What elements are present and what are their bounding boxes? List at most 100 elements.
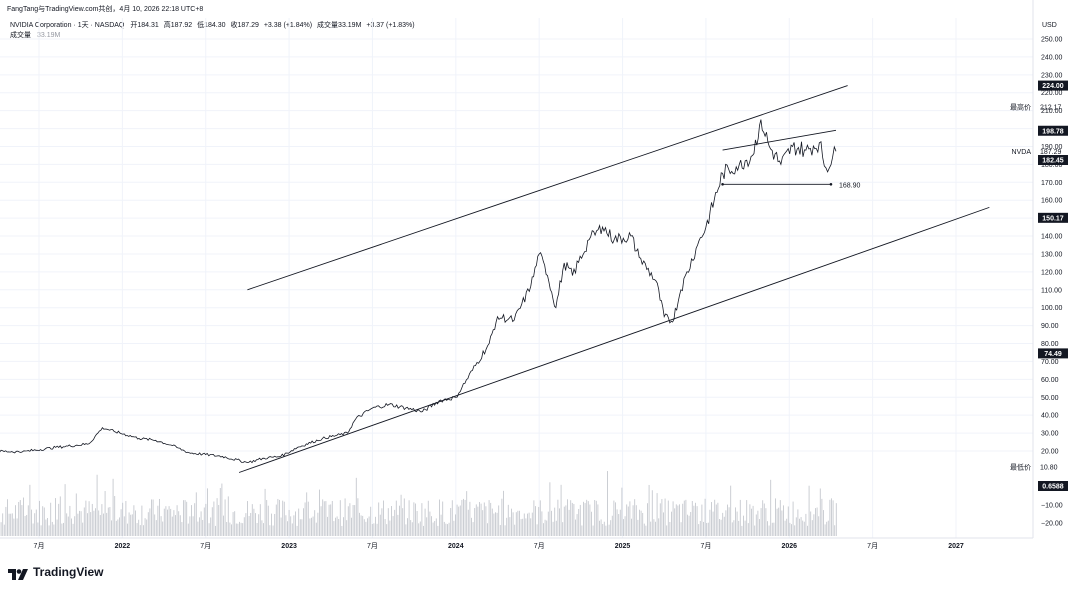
volume-bar	[235, 523, 237, 536]
volume-bar	[514, 524, 516, 536]
volume-bar	[643, 523, 645, 536]
y-tick-label: −20.00	[1041, 521, 1063, 528]
volume-bar	[405, 524, 407, 536]
volume-bar	[157, 505, 159, 536]
volume-bar	[587, 501, 589, 536]
volume-bar	[591, 511, 592, 536]
volume-bar	[650, 521, 652, 536]
volume-bar	[821, 498, 823, 536]
volume-bar	[778, 507, 780, 536]
volume-bar	[555, 520, 557, 536]
volume-bar	[259, 504, 261, 536]
volume-bar	[509, 517, 511, 536]
volume-bar	[695, 502, 696, 536]
volume-bar	[264, 488, 266, 536]
volume-bar	[619, 509, 621, 536]
volume-bar	[386, 524, 388, 536]
volume-bar	[493, 513, 495, 536]
price-label-box	[1038, 348, 1068, 359]
volume-pane-label: 成交量 33.19M	[10, 30, 60, 40]
volume-bar	[768, 525, 770, 536]
volume-bar	[530, 518, 532, 536]
symbol-name[interactable]: NVIDIA Corporation · 1天 · NASDAQ	[10, 22, 125, 29]
volume-bar	[48, 525, 50, 536]
volume-bar	[709, 509, 711, 536]
volume-bar	[594, 500, 596, 536]
volume-bar	[11, 513, 13, 536]
volume-bar	[2, 513, 4, 536]
volume-bar	[663, 512, 664, 536]
volume-bar	[735, 507, 736, 536]
volume-bar	[109, 507, 111, 536]
volume-bar	[536, 524, 538, 536]
volume-bar	[35, 509, 37, 536]
volume-bar	[146, 519, 148, 536]
volume-bar	[101, 504, 103, 536]
price-label: 212.17	[1040, 104, 1062, 111]
volume-bar	[498, 505, 500, 536]
volume-bar	[503, 490, 504, 536]
volume-bar	[795, 517, 797, 536]
volume-bar	[613, 500, 615, 536]
volume-bar	[576, 514, 578, 536]
volume-bar	[727, 504, 728, 536]
y-tick-label: 140.00	[1041, 234, 1063, 241]
volume-bar	[581, 525, 583, 536]
price-label-box	[1038, 155, 1068, 166]
volume-bar	[631, 518, 632, 536]
volume-pane-title[interactable]: 成交量	[10, 32, 31, 39]
support-line-start-dot	[721, 182, 724, 186]
volume-bar	[226, 521, 228, 536]
price-label: 10.80	[1040, 465, 1058, 472]
volume-bar	[191, 505, 192, 536]
volume-bar	[495, 512, 496, 536]
volume-bar	[722, 512, 724, 536]
volume-bar	[455, 514, 456, 536]
volume-bar	[543, 523, 544, 536]
volume-bar	[232, 512, 234, 536]
open-label: 开	[130, 22, 138, 29]
change-value: +3.38 (+1.84%)	[263, 22, 313, 29]
volume-bar	[794, 525, 796, 536]
volume-bar	[375, 516, 376, 536]
tradingview-logo[interactable]: TradingView	[8, 565, 103, 580]
volume-bar	[439, 499, 440, 536]
volume-bar	[120, 509, 122, 536]
volume-bar	[138, 519, 140, 536]
volume-bar	[666, 525, 668, 536]
volume-bar	[723, 516, 725, 536]
volume-bar	[477, 506, 479, 536]
volume-bar	[371, 524, 373, 536]
volume-bar	[247, 501, 248, 536]
volume-bar	[538, 506, 540, 536]
volume-bar	[363, 519, 365, 536]
trendline-upper-channel	[247, 85, 848, 291]
volume-bar	[675, 504, 677, 536]
volume-bar	[464, 499, 466, 536]
volume-bar	[381, 508, 383, 536]
volume-bar	[320, 506, 322, 536]
volume-bar	[27, 505, 29, 536]
volume-bar	[770, 479, 772, 536]
volume-bar	[53, 524, 55, 536]
volume-bar	[549, 482, 551, 536]
volume-bar	[440, 514, 442, 536]
volume-bar	[269, 525, 271, 536]
volume-bar	[531, 512, 533, 536]
volume-bar	[535, 506, 536, 536]
volume-bar	[309, 518, 311, 536]
volume-bar	[599, 520, 600, 536]
volume-bar	[418, 523, 420, 536]
volume-bar	[283, 501, 285, 536]
volume-bar	[251, 504, 253, 536]
volume-bar	[151, 499, 152, 536]
support-line-end-dot	[829, 182, 833, 186]
volume-bar	[373, 523, 375, 536]
volume-bar	[547, 511, 549, 536]
volume-bar	[160, 516, 162, 536]
volume-bar	[725, 510, 727, 536]
volume-bar	[71, 518, 72, 536]
volume-bar	[307, 501, 309, 536]
y-tick-label: 60.00	[1041, 377, 1059, 384]
